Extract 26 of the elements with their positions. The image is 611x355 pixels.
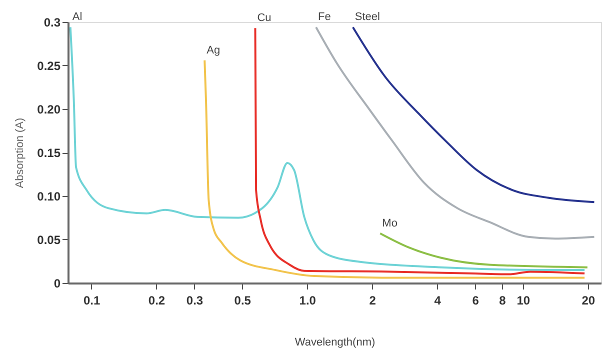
x-tick-label: 10 [516,294,530,308]
series-label: Fe [318,11,331,24]
y-tick-label: 0.05 [37,233,61,247]
x-tick-label: 0.5 [234,294,252,308]
series-label: Cu [257,12,272,24]
series-label: Ag [206,44,220,56]
x-tick-label: 0.1 [83,294,100,308]
y-tick-label: 0.25 [37,59,61,73]
x-tick-label: 0.3 [186,294,204,308]
series-label: Al [72,11,82,24]
x-tick-label: 4 [434,294,442,308]
x-axis-title: Wavelength(nm) [294,336,376,348]
x-tick-label: 1.0 [299,294,316,308]
y-tick-label: 0.3 [44,16,61,30]
y-tick-label: 0 [54,276,61,290]
x-tick-label: 2 [369,294,376,308]
y-tick-label: 0.10 [37,190,61,204]
y-tick-label: 0.20 [37,102,61,116]
series-label: Mo [382,217,398,230]
x-tick-label: 8 [499,294,506,308]
y-tick-label: 0.15 [37,146,61,160]
x-tick-label: 0.2 [148,294,166,308]
x-tick-label: 20 [582,294,596,308]
y-axis-title: Absorption (A) [14,118,26,188]
series-label: Steel [354,11,380,24]
x-tick-label: 6 [472,294,480,308]
